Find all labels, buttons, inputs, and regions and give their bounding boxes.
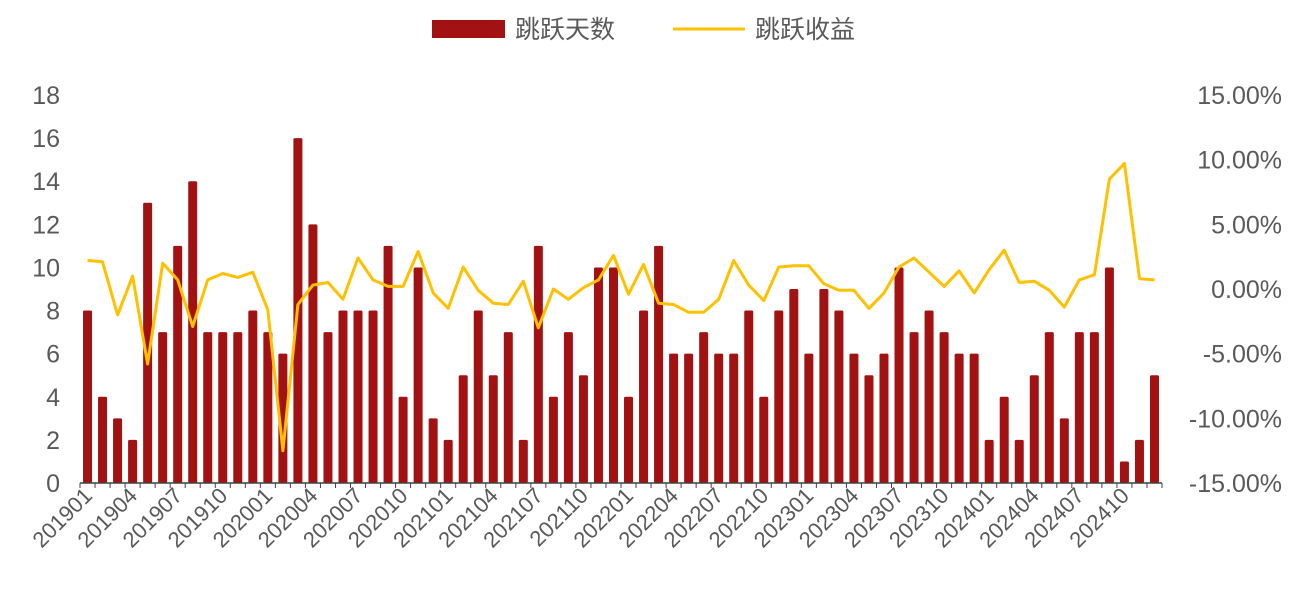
bar-202305 — [864, 375, 874, 483]
right-axis: -15.00% -10.00% -5.00% 0.00% 5.00% 10.00% 15.0… — [1189, 82, 1282, 498]
bar-201910 — [218, 332, 228, 483]
bar-202411 — [1134, 439, 1144, 483]
bar-202307 — [894, 267, 904, 483]
bar-202104 — [488, 375, 498, 483]
bar-202201 — [624, 396, 634, 483]
bar-202410 — [1119, 461, 1129, 483]
bar-202107 — [533, 245, 543, 483]
bar-202406 — [1059, 418, 1069, 483]
bar-201904 — [128, 439, 138, 483]
bar-202101 — [443, 439, 453, 483]
x-axis — [79, 483, 1163, 488]
bar-202301 — [804, 353, 814, 483]
left-tick-label: 10 — [32, 254, 60, 282]
bar-202205 — [684, 353, 694, 483]
left-tick-label: 2 — [46, 427, 60, 455]
legend-line-label: 跳跃收益 — [755, 16, 855, 44]
bar-202208 — [729, 353, 739, 483]
bar-202402 — [999, 396, 1009, 483]
bar-201905 — [143, 202, 153, 483]
bar-202303 — [834, 310, 844, 483]
bar-201909 — [203, 332, 213, 483]
bar-202105 — [503, 332, 513, 483]
bar-202209 — [744, 310, 754, 483]
bar-201908 — [188, 181, 198, 483]
bar-202210 — [759, 396, 769, 483]
bar-series — [83, 138, 1159, 484]
bar-202108 — [548, 396, 558, 483]
bar-201901 — [83, 310, 93, 483]
bar-202304 — [849, 353, 859, 483]
bar-202110 — [578, 375, 588, 483]
bar-202312 — [969, 353, 979, 483]
bar-202001 — [263, 332, 273, 483]
bar-201906 — [158, 332, 168, 483]
bar-202109 — [563, 332, 573, 483]
bar-202008 — [368, 310, 378, 483]
bar-202007 — [353, 310, 363, 483]
bar-202310 — [939, 332, 949, 483]
left-tick-label: 0 — [46, 470, 60, 498]
bar-202405 — [1044, 332, 1054, 483]
bar-201911 — [233, 332, 243, 483]
bar-202403 — [1014, 439, 1024, 483]
bar-202302 — [819, 289, 829, 483]
bar-202306 — [879, 353, 889, 483]
bar-202102 — [458, 375, 468, 483]
bar-202006 — [338, 310, 348, 483]
legend-bar-swatch — [432, 20, 505, 38]
left-tick-label: 6 — [46, 341, 60, 369]
bar-202401 — [984, 439, 994, 483]
left-tick-label: 8 — [46, 298, 60, 326]
bar-202112 — [608, 267, 618, 483]
legend-bar-label: 跳跃天数 — [515, 16, 615, 44]
right-tick-label: 15.00% — [1197, 82, 1282, 110]
bar-202004 — [308, 224, 318, 484]
right-tick-label: 5.00% — [1211, 211, 1282, 239]
bar-201907 — [173, 245, 183, 483]
bar-202203 — [654, 245, 664, 483]
right-tick-label: -10.00% — [1189, 405, 1282, 433]
bar-202309 — [924, 310, 934, 483]
legend: 跳跃天数 跳跃收益 — [432, 16, 855, 44]
x-axis-labels: 2019012019042019072019102020012020042020… — [27, 483, 1134, 553]
bar-202408 — [1089, 332, 1099, 483]
right-tick-label: -5.00% — [1203, 341, 1282, 369]
left-tick-label: 18 — [32, 82, 60, 110]
bar-202409 — [1104, 267, 1114, 483]
bar-202407 — [1074, 332, 1084, 483]
bar-202308 — [909, 332, 919, 483]
bar-202311 — [954, 353, 964, 483]
bar-202012 — [428, 418, 438, 483]
left-tick-label: 4 — [46, 384, 60, 412]
bar-202404 — [1029, 375, 1039, 483]
bar-202412 — [1149, 375, 1159, 483]
left-tick-label: 14 — [32, 168, 60, 196]
bar-202211 — [774, 310, 784, 483]
left-tick-label: 12 — [32, 211, 60, 239]
bar-202212 — [789, 289, 799, 483]
right-tick-label: 10.00% — [1197, 147, 1282, 175]
right-tick-label: 0.00% — [1211, 276, 1282, 304]
bar-202204 — [669, 353, 679, 483]
line-series — [87, 162, 1155, 453]
bar-202011 — [413, 267, 423, 483]
bar-202002 — [278, 353, 288, 483]
bar-202206 — [699, 332, 709, 483]
bar-201902 — [98, 396, 108, 483]
bar-202111 — [593, 267, 603, 483]
left-tick-label: 16 — [32, 125, 60, 153]
bar-202010 — [398, 396, 408, 483]
bar-202009 — [383, 245, 393, 483]
bar-202207 — [714, 353, 724, 483]
left-axis: 0 2 4 6 8 10 12 14 16 18 — [32, 82, 60, 498]
bar-202005 — [323, 332, 333, 483]
bar-202202 — [639, 310, 649, 483]
right-tick-label: -15.00% — [1189, 470, 1282, 498]
bar-202106 — [518, 439, 528, 483]
bar-202103 — [473, 310, 483, 483]
bar-201912 — [248, 310, 258, 483]
bar-201903 — [113, 418, 123, 483]
